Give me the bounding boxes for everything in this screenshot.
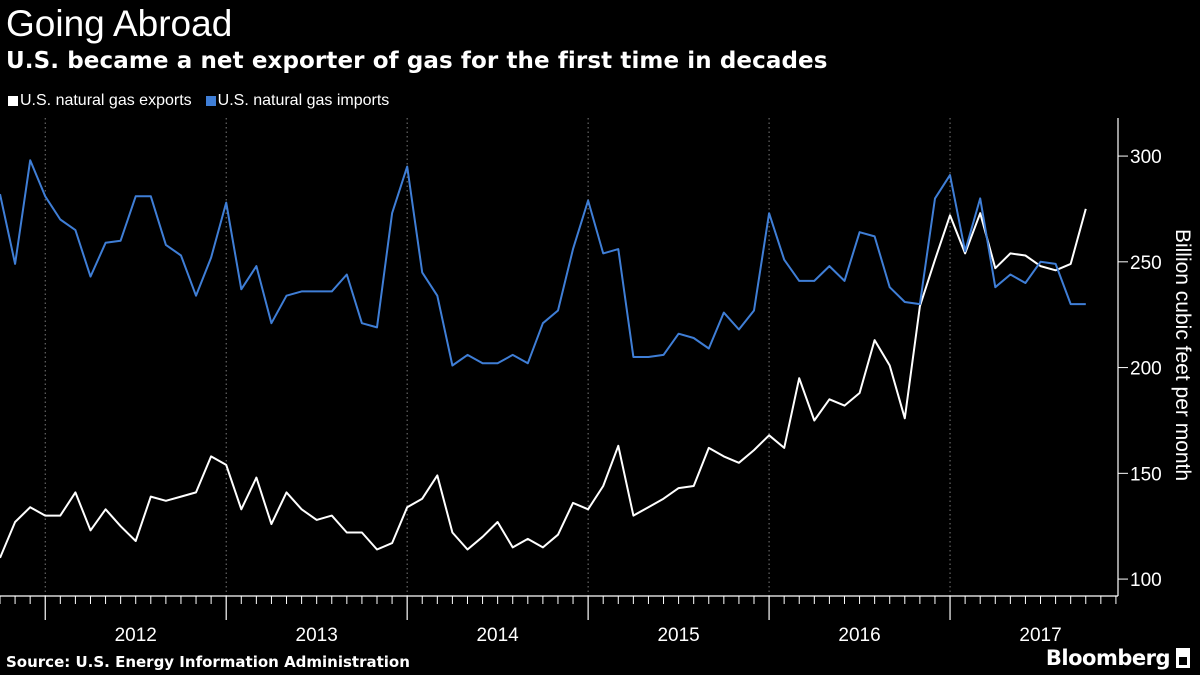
bloomberg-logo: Bloomberg — [1045, 646, 1171, 670]
legend-label-exports: U.S. natural gas exports — [20, 92, 192, 109]
exports-line — [0, 208, 1087, 559]
y-tick-label: 300 — [1130, 147, 1162, 168]
legend-swatch-exports — [8, 96, 18, 106]
x-tick-label: 2017 — [1019, 625, 1061, 646]
y-tick-label: 100 — [1130, 570, 1162, 591]
x-tick-label: 2013 — [296, 625, 338, 646]
bloomberg-terminal-icon — [1176, 648, 1190, 668]
legend-swatch-imports — [205, 96, 216, 106]
y-tick-label: 150 — [1130, 464, 1162, 485]
legend-item-exports: U.S. natural gas exports — [8, 90, 192, 112]
y-axis: 100 150 200 250 300 — [1117, 118, 1162, 596]
x-tick-label: 2015 — [657, 625, 699, 646]
y-tick-label: 250 — [1130, 253, 1162, 274]
legend-item-imports: U.S. natural gas imports — [205, 90, 390, 112]
x-tick-label: 2012 — [115, 625, 157, 646]
legend: U.S. natural gas exports U.S. natural ga… — [8, 90, 389, 112]
source-note: Source: U.S. Energy Information Administ… — [6, 653, 410, 671]
grid-lines — [44, 118, 951, 596]
x-tick-label: 2014 — [476, 625, 519, 646]
brand: Bloomberg — [1046, 646, 1190, 670]
legend-label-imports: U.S. natural gas imports — [217, 92, 390, 109]
series-lines — [0, 159, 1087, 559]
imports-line — [0, 159, 1086, 367]
x-tick-label: 2016 — [838, 625, 880, 646]
chart-subtitle: U.S. became a net exporter of gas for th… — [6, 48, 828, 74]
y-axis-label: Billion cubic feet per month — [1171, 229, 1194, 481]
chart-title: Going Abroad — [6, 3, 233, 44]
y-tick-label: 200 — [1130, 359, 1162, 380]
x-axis: 2012 2013 2014 2015 2016 2017 — [0, 595, 1118, 646]
